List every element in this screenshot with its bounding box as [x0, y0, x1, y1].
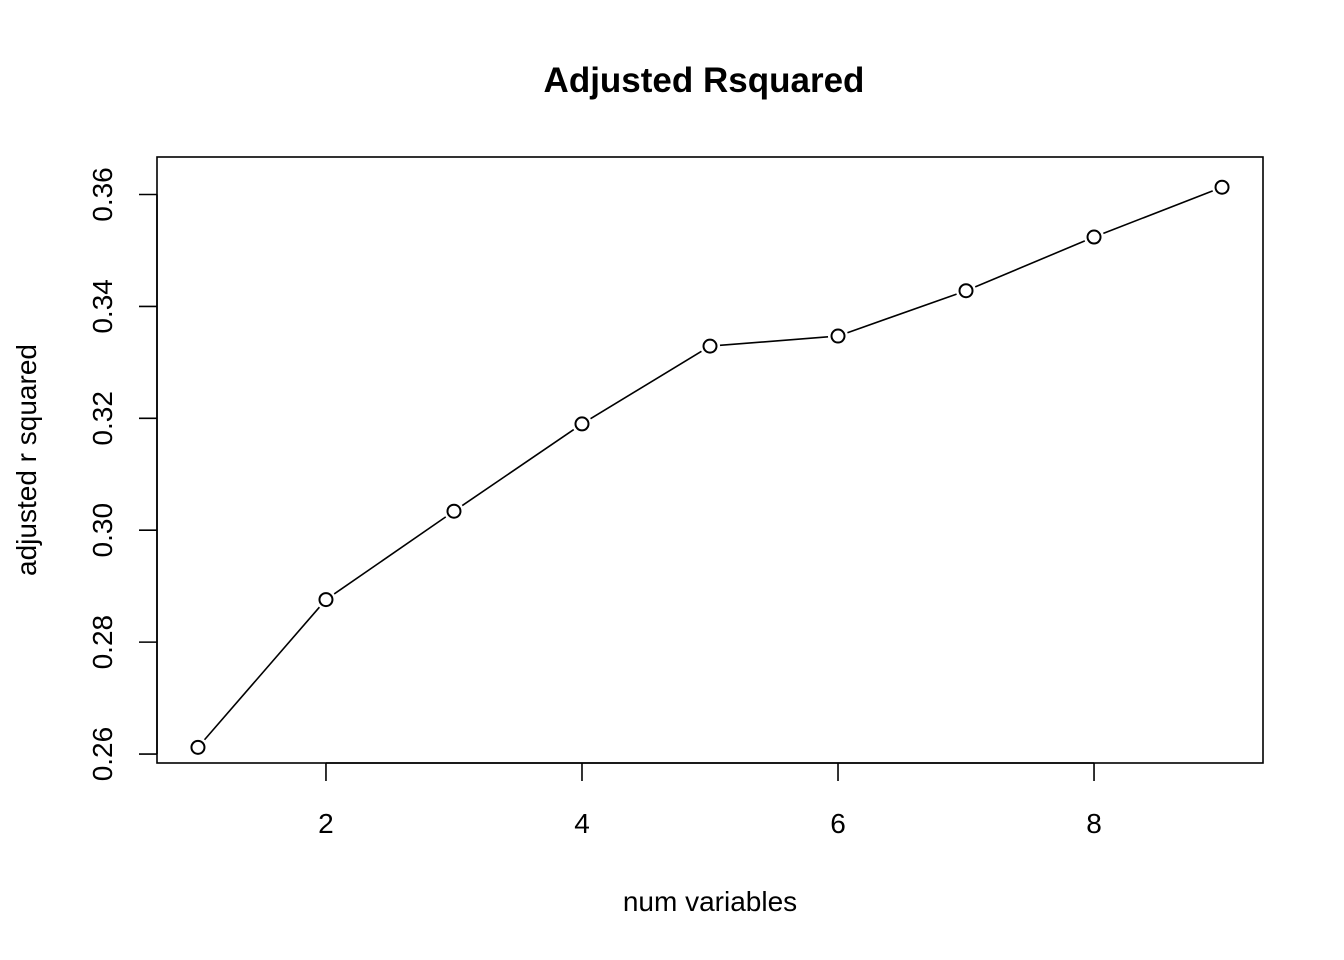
x-tick-label-1: 4	[574, 808, 590, 839]
line-segment-0-1	[333, 516, 447, 595]
chart-title: Adjusted Rsquared	[544, 61, 865, 100]
y-tick-label-4: 0.34	[87, 279, 118, 334]
y-axis-label: adjusted r squared	[11, 344, 42, 576]
data-point-0-5	[830, 328, 846, 344]
x-axis-label: num variables	[623, 886, 797, 917]
y-tick-label-0: 0.26	[87, 727, 118, 782]
y-tick-label-3: 0.32	[87, 391, 118, 446]
line-segment-0-5	[847, 293, 957, 334]
data-point-0-4	[702, 338, 718, 354]
y-tick-label-1: 0.28	[87, 615, 118, 670]
line-segment-0-3	[590, 350, 702, 420]
plot-frame	[156, 156, 1264, 764]
series-layer	[190, 179, 1230, 755]
line-segment-0-4	[719, 336, 829, 347]
data-point-0-7	[1086, 229, 1102, 245]
y-tick-label-2: 0.30	[87, 503, 118, 558]
data-point-0-2	[446, 503, 462, 519]
x-axis: 2 4 6 8	[318, 762, 1102, 839]
data-point-0-8	[1214, 179, 1230, 195]
x-tick-label-3: 8	[1086, 808, 1102, 839]
data-point-0-3	[574, 416, 590, 432]
line-segment-0-7	[1103, 190, 1214, 235]
line-segment-0-0	[203, 606, 321, 741]
data-point-0-1	[318, 592, 334, 608]
line-segment-0-2	[461, 428, 575, 507]
data-point-0-6	[958, 283, 974, 299]
y-tick-label-5: 0.36	[87, 167, 118, 222]
x-tick-label-0: 2	[318, 808, 334, 839]
data-point-0-0	[190, 739, 206, 755]
line-segment-0-6	[974, 240, 1086, 288]
x-tick-label-2: 6	[830, 808, 846, 839]
y-axis: 0.26 0.28 0.30 0.32 0.34 0.36	[87, 167, 158, 782]
